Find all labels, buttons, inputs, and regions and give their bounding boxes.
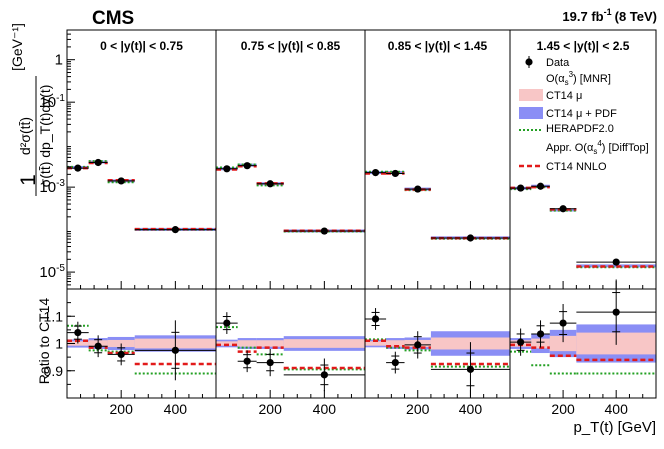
energy-value: (8 TeV) (615, 9, 657, 24)
top-ylabel-unit: [GeV⁻¹] (9, 23, 25, 71)
panel-0: 0 < |y(t)| < 0.75 200 400 (66, 29, 217, 417)
xtick-label-2-1: 400 (459, 401, 483, 417)
data-point-1 (243, 162, 251, 170)
xtick-label-0-0: 200 (110, 401, 134, 417)
rtick-label-2: 1.1 (44, 308, 64, 324)
panel-3: 1.45 < |y(t)| < 2.5 200 400 (509, 29, 657, 417)
data-point-0 (517, 184, 525, 192)
lumi-value: 19.7 fb (562, 9, 603, 24)
legend-ct14pdf-swatch (519, 107, 543, 119)
band-scale-2 (549, 335, 577, 352)
ytick-label-2: 10-3 (39, 178, 65, 196)
panel-label-1: 0.75 < |y(t)| < 0.85 (241, 39, 341, 53)
xtick-label-3-0: 200 (551, 401, 575, 417)
legend-appr-header: Appr. O(αs4) [DiffTop] (546, 139, 649, 156)
ratio-point-1 (391, 358, 399, 367)
xtick-label-0-1: 400 (164, 401, 188, 417)
lumi-label: 19.7 fb-1 (8 TeV) (562, 7, 657, 24)
top-ylabel-numerator: d²σ(tt̄) (17, 117, 33, 155)
xtick-label-3-1: 400 (605, 401, 629, 417)
data-point-2 (117, 177, 125, 185)
data-point-1 (94, 158, 102, 167)
top-frame-1 (215, 29, 366, 290)
data-point-1 (536, 182, 545, 190)
ratio-yaxis: 0.9 1 1.1 (44, 302, 75, 385)
lumi-exp: -1 (604, 7, 612, 17)
xtick-label-1-0: 200 (259, 401, 283, 417)
ratio-point-2 (414, 341, 422, 349)
legend-ct14mu-label: CT14 μ (546, 90, 582, 102)
ratio-point-3 (612, 308, 620, 316)
legend-mnr-header: O(αs3) [MNR] (546, 70, 611, 87)
band-scale-0 (216, 341, 238, 346)
top-frame-2 (364, 29, 511, 290)
panel-1: 0.75 < |y(t)| < 0.85 200 400 (215, 29, 366, 417)
data-point-2 (414, 185, 422, 193)
ratio-point-1 (94, 342, 102, 350)
ratio-point-0 (74, 329, 82, 337)
band-scale-2 (256, 340, 284, 347)
top-ylabel-one: 1 (17, 174, 40, 186)
legend-ct14pdf-label: CT14 μ + PDF (546, 108, 617, 120)
xtick-label-1-1: 400 (313, 401, 337, 417)
ratio-point-0 (223, 319, 231, 327)
data-point-0 (371, 168, 380, 177)
ratio-point-2 (117, 350, 125, 358)
panel-2: 0.85 < |y(t)| < 1.45 200 400 (364, 29, 511, 417)
band-scale-0 (365, 341, 387, 346)
panel-label-0: 0 < |y(t)| < 0.75 (100, 39, 183, 53)
data-point-3 (171, 226, 179, 234)
rtick-label-1: 1 (55, 336, 63, 352)
data-point-0 (74, 164, 82, 172)
data-point-1 (391, 169, 399, 178)
top-yaxis: 1 10-1 10-3 10-5 (39, 29, 75, 290)
ratio-point-0 (371, 315, 380, 323)
data-point-3 (612, 258, 620, 266)
band-scale-3 (283, 339, 365, 348)
band-scale-1 (237, 340, 257, 347)
ratio-point-0 (517, 338, 525, 346)
ratio-point-1 (243, 357, 251, 365)
panel-label-2: 0.85 < |y(t)| < 1.45 (388, 39, 488, 53)
ytick-label-1: 10-1 (39, 93, 65, 111)
legend-hera-label: HERAPDF2.0 (546, 123, 614, 135)
top-ylabel: 1 d²σ(tt̄) σ(tt̄) dp_T(t)dy(t) [GeV⁻¹] (9, 23, 53, 196)
legend-ct14mu-swatch (519, 89, 543, 101)
ratio-point-3 (320, 371, 328, 379)
legend-data-marker (525, 58, 533, 66)
ratio-point-1 (536, 330, 545, 338)
ratio-point-2 (559, 319, 567, 327)
top-frame-3 (509, 29, 657, 290)
panel-label-3: 1.45 < |y(t)| < 2.5 (537, 39, 630, 53)
mnr-line-3 (576, 264, 656, 268)
ytick-label-0: 1 (55, 52, 63, 69)
top-frame-0 (66, 29, 217, 290)
ratio-point-3 (466, 365, 475, 373)
experiment-title: CMS (92, 8, 134, 29)
x-axis-label: p_T(t) [GeV] (573, 419, 656, 436)
data-point-2 (559, 205, 567, 213)
data-point-3 (466, 234, 475, 242)
band-scale-1 (386, 340, 405, 347)
ratio-point-3 (171, 346, 179, 354)
data-point-3 (320, 227, 328, 235)
xtick-label-2-0: 200 (406, 401, 430, 417)
ytick-label-3: 10-5 (39, 263, 65, 281)
data-point-2 (266, 180, 274, 188)
ratio-frame-3 (509, 288, 657, 399)
top-ylabel-denominator: σ(tt̄) dp_T(t)dy(t) (37, 85, 53, 188)
rtick-label-0: 0.9 (44, 363, 64, 379)
legend-nnlo-label: CT14 NNLO (546, 161, 607, 173)
legend-data-label: Data (546, 57, 570, 69)
bottom-ylabel: Ratio to CT14 (36, 298, 52, 385)
ratio-point-2 (266, 358, 274, 367)
data-point-0 (223, 165, 231, 173)
